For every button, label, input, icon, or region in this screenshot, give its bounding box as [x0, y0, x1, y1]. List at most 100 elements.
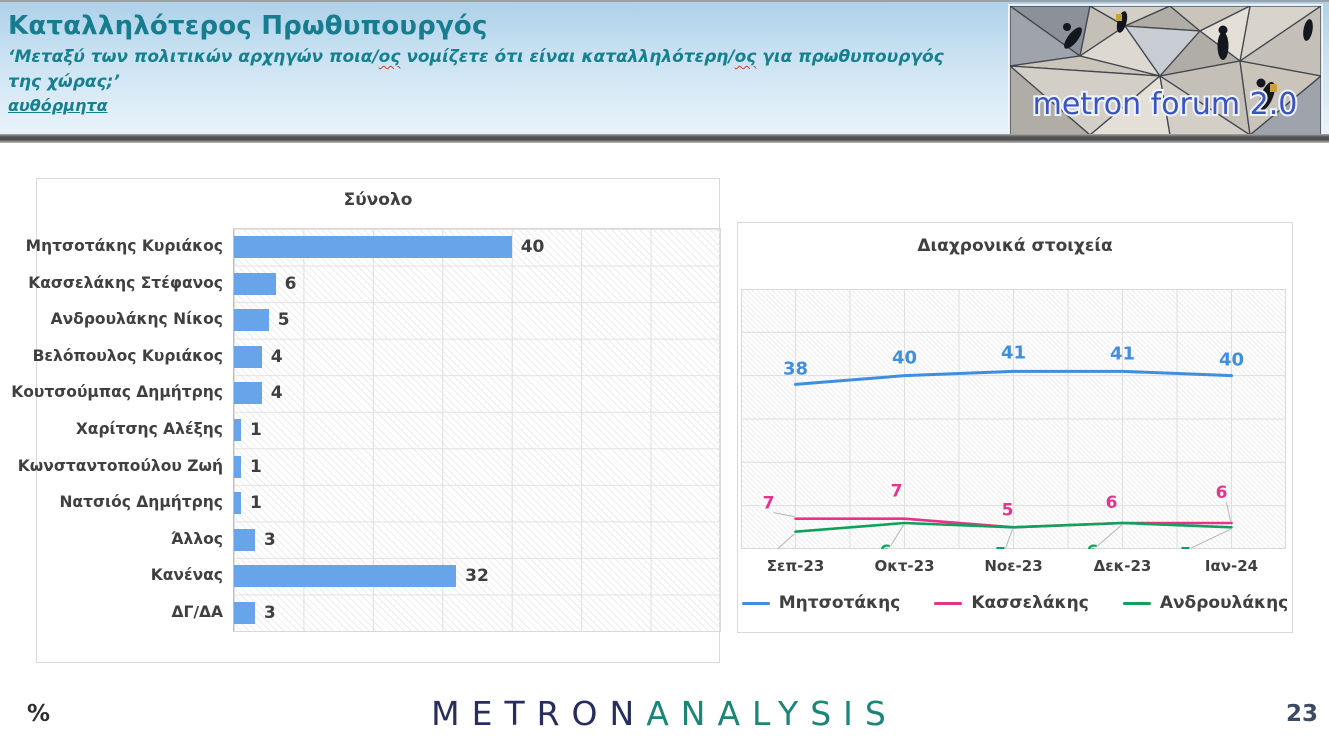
bar-value-label: 3 [263, 529, 276, 550]
bar-chart: Μητσοτάκης Κυριάκος Κασσελάκης Στέφανος Αν… [11, 228, 721, 632]
bar [234, 309, 269, 332]
data-label: 41 [1001, 342, 1026, 363]
question-text: ‘Μεταξύ των πολιτικών αρχηγών ποια/ [8, 47, 379, 67]
x-axis-tick-label: Ιαν-24 [1204, 557, 1259, 575]
data-label: 5 [995, 544, 1007, 549]
data-label: 5 [1180, 544, 1192, 549]
bar-category-label: Κασσελάκης Στέφανος [28, 273, 223, 292]
bar-value-label: 6 [284, 273, 297, 294]
bar-value-label: 40 [520, 237, 545, 258]
logo-text: metron forum 2.0 [1033, 87, 1298, 122]
percent-unit-label: % [27, 701, 51, 727]
data-label-leader-line [1005, 529, 1013, 549]
metron-forum-logo-image: metron forum 2.0 [1009, 5, 1322, 136]
bar-category-label: ΔΓ/ΔΑ [171, 602, 223, 621]
bar-row: 1 [234, 485, 720, 522]
data-label-leader-line [776, 533, 795, 549]
data-label: 6 [1087, 542, 1099, 549]
line-chart-plot-area: 38404141407756646565 [741, 289, 1286, 549]
bar-category-label: Κουτσούμπας Δημήτρης [11, 383, 223, 402]
bar-category-label: Βελόπουλος Κυριάκος [32, 346, 223, 365]
bar-chart-title: Σύνολο [343, 190, 413, 210]
x-axis-tick-label: Σεπ-23 [766, 557, 825, 575]
bar-row: 4 [234, 375, 720, 412]
bar-category-label: Κανένας [150, 566, 223, 585]
data-label: 40 [1219, 350, 1244, 371]
question-text: νομίζετε ότι είναι καταλληλότερη/ [400, 47, 735, 67]
question-text: της χώρας;’ [8, 72, 120, 92]
x-axis-tick-label: Οκτ-23 [874, 557, 935, 575]
bar [234, 419, 241, 441]
header-text-block: Καταλληλότερος Πρωθυπουργός ‘Μεταξύ των … [8, 10, 1008, 115]
pedestrian-silhouettes [1063, 11, 1313, 111]
data-label: 5 [1002, 500, 1014, 520]
bar-row: 40 [234, 229, 720, 266]
brand-analysis: ANALYSIS [646, 694, 898, 733]
line-chart-x-axis-labels: Σεπ-23 Οκτ-23 Νοε-23 Δεκ-23 Ιαν-24 [741, 557, 1286, 575]
data-label: 41 [1110, 343, 1135, 364]
survey-note: αυθόρμητα [8, 96, 1008, 115]
legend-label: Ανδρουλάκης [1159, 593, 1289, 613]
bar [234, 601, 255, 624]
bar [234, 528, 255, 551]
legend-swatch [741, 601, 770, 605]
data-label: 6 [880, 542, 892, 549]
bar-row: 1 [234, 412, 720, 449]
bar [234, 236, 512, 259]
data-label-leader-line [890, 524, 904, 547]
bar-category-label: Χαρίτσης Αλέξης [75, 420, 223, 438]
header-divider [0, 134, 1329, 143]
bar [234, 455, 241, 478]
bar [234, 565, 457, 588]
line-series-0 [794, 369, 1233, 386]
bar-value-label: 5 [277, 310, 290, 331]
data-label-leader-line [773, 512, 795, 518]
survey-question: ‘Μεταξύ των πολιτικών αρχηγών ποια/ος νο… [8, 45, 1008, 95]
legend-swatch [934, 601, 963, 605]
bar [234, 492, 241, 515]
bar-row: 3 [234, 594, 720, 631]
bar-value-label: 1 [249, 420, 262, 440]
bar-category-label: Μητσοτάκης Κυριάκος [25, 237, 223, 256]
page-title: Καταλληλότερος Πρωθυπουργός [8, 11, 488, 41]
metron-analysis-logo: METRONANALYSIS [0, 694, 1329, 733]
line-chart-panel: Διαχρονικά στοιχεία 38404141407756646565… [737, 222, 1293, 633]
page-number: 23 [1285, 701, 1318, 727]
x-axis-tick-label: Δεκ-23 [1093, 557, 1152, 575]
bar-category-labels: Μητσοτάκης Κυριάκος Κασσελάκης Στέφανος Αν… [11, 228, 233, 632]
data-label: 38 [783, 358, 808, 379]
bar-category-label: Κωνσταντοπούλου Ζωή [17, 456, 223, 475]
data-label: 6 [1216, 483, 1228, 503]
line-chart-legend: Μητσοτάκης Κασσελάκης Ανδρουλάκης [738, 593, 1292, 613]
bar [234, 345, 262, 368]
bar-category-label: Άλλος [171, 529, 223, 548]
bar-category-label: Ανδρουλάκης Νίκος [50, 310, 223, 329]
legend-item: Ανδρουλάκης [1122, 593, 1289, 613]
bar [234, 382, 262, 405]
question-text: για πρωθυπουργός [756, 47, 944, 67]
x-axis-tick-label: Νοε-23 [984, 557, 1043, 575]
bar-value-label: 3 [263, 602, 276, 623]
data-label-leader-line [1226, 501, 1231, 522]
bar-row: 32 [234, 558, 720, 595]
bar-row: 6 [234, 266, 720, 303]
legend-item: Μητσοτάκης [741, 593, 900, 613]
bar-value-label: 4 [270, 346, 283, 367]
bar-value-label: 4 [270, 383, 283, 404]
bar-value-label: 1 [249, 456, 262, 477]
data-label: 7 [763, 494, 775, 514]
bar-value-label: 1 [249, 493, 262, 514]
slide-header: Καταλληλότερος Πρωθυπουργός ‘Μεταξύ των … [0, 0, 1329, 136]
line-series-2 [794, 521, 1233, 533]
legend-label: Κασσελάκης [971, 593, 1089, 613]
bar-row: 4 [234, 339, 720, 376]
bar-category-label: Νατσιός Δημήτρης [59, 493, 223, 512]
bar-row: 5 [234, 302, 720, 339]
bar-plot-area: 40 6 5 4 4 1 1 1 3 32 3 [233, 228, 721, 632]
line-chart-title: Διαχρονικά στοιχεία [917, 236, 1113, 256]
brand-metron: METRON [431, 694, 647, 733]
bar-chart-panel: Σύνολο Μητσοτάκης Κυριάκος Κασσελάκης Στέ… [11, 178, 721, 663]
data-label: 40 [892, 348, 917, 369]
spellcheck-word: ος [378, 47, 401, 67]
